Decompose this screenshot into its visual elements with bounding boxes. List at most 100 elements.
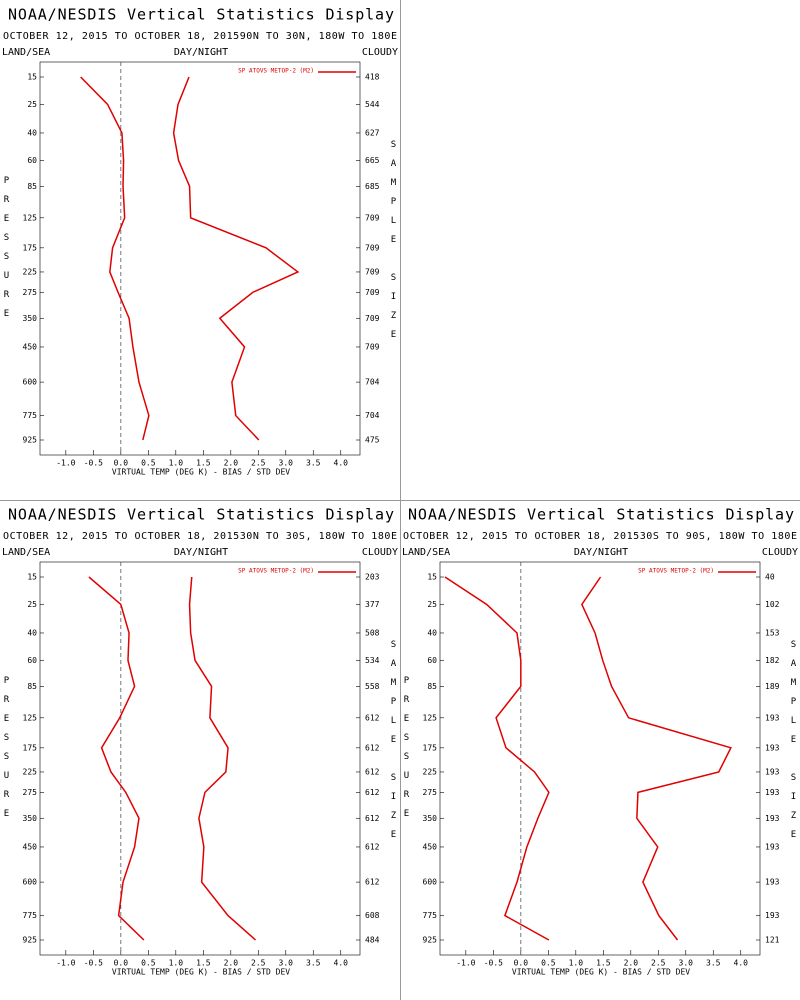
- sample-size-value: 182: [765, 656, 780, 665]
- sample-size-value: 193: [765, 767, 780, 776]
- y-tick-label: 350: [23, 814, 38, 823]
- std-dev-line: [172, 76, 300, 441]
- sample-size-value: 508: [365, 628, 380, 637]
- y-tick-label: 85: [427, 682, 437, 691]
- y-tick-label: 15: [427, 573, 437, 582]
- x-tick-label: 2.0: [224, 959, 239, 968]
- sample-size-value: 612: [365, 814, 380, 823]
- std-dev-line: [188, 576, 257, 941]
- y-tick-label: 600: [23, 378, 38, 387]
- chart-title: NOAA/NESDIS Vertical Statistics Display: [8, 6, 394, 24]
- day-night-label: DAY/NIGHT: [574, 547, 628, 558]
- chart-title: NOAA/NESDIS Vertical Statistics Display: [408, 506, 794, 524]
- y-tick-label: 40: [427, 628, 437, 637]
- sample-size-value: 193: [765, 878, 780, 887]
- y-tick-label: 450: [423, 842, 438, 851]
- y-tick-label: 85: [27, 682, 37, 691]
- y-tick-label: 175: [23, 243, 38, 252]
- sample-size-label: SAMPLE SIZE: [789, 640, 799, 849]
- sample-size-value: 193: [765, 743, 780, 752]
- y-tick-label: 275: [23, 788, 38, 797]
- chart-subtitle: OCTOBER 12, 2015 TO OCTOBER 18, 201590N …: [3, 31, 397, 42]
- x-tick-label: 3.5: [306, 959, 321, 968]
- y-tick-label: 225: [423, 767, 438, 776]
- chart-subtitle: OCTOBER 12, 2015 TO OCTOBER 18, 201530S …: [403, 531, 797, 542]
- panel: NOAA/NESDIS Vertical Statistics Display O…: [2, 506, 399, 977]
- sample-size-value: 193: [765, 842, 780, 851]
- y-tick-label: 225: [23, 267, 38, 276]
- day-night-label: DAY/NIGHT: [174, 547, 228, 558]
- land-sea-label: LAND/SEA: [2, 547, 50, 558]
- y-tick-label: 450: [23, 842, 38, 851]
- sample-size-value: 685: [365, 182, 380, 191]
- sample-size-value: 612: [365, 713, 380, 722]
- x-tick-label: 1.0: [169, 959, 184, 968]
- x-tick-label: 3.0: [279, 459, 294, 468]
- y-tick-label: 775: [23, 911, 38, 920]
- sample-size-value: 665: [365, 156, 380, 165]
- legend-label: SP ATOVS METOP-2 (M2): [638, 568, 714, 575]
- x-tick-label: 4.0: [734, 959, 749, 968]
- x-axis-label: VIRTUAL TEMP (DEG K) - BIAS / STD DEV: [112, 968, 290, 977]
- sample-size-value: 418: [365, 73, 380, 82]
- sample-size-value: 121: [765, 936, 780, 945]
- y-tick-label: 125: [23, 213, 38, 222]
- x-tick-label: 1.0: [169, 459, 184, 468]
- sample-size-value: 534: [365, 656, 380, 665]
- y-tick-label: 600: [23, 878, 38, 887]
- y-tick-label: 350: [23, 314, 38, 323]
- x-tick-label: 4.0: [334, 959, 349, 968]
- cloudy-label: CLOUDY: [362, 47, 398, 58]
- x-tick-label: 3.5: [706, 959, 721, 968]
- y-tick-label: 925: [23, 936, 38, 945]
- sample-size-value: 612: [365, 767, 380, 776]
- sample-size-label: SAMPLE SIZE: [389, 140, 399, 349]
- cloudy-label: CLOUDY: [362, 547, 398, 558]
- plot-frame: [39, 561, 361, 956]
- y-tick-label: 125: [423, 713, 438, 722]
- x-tick-label: 3.0: [279, 959, 294, 968]
- bias-line: [80, 76, 150, 441]
- x-tick-label: 3.5: [306, 459, 321, 468]
- sample-size-value: 709: [365, 213, 380, 222]
- sample-size-label: SAMPLE SIZE: [389, 640, 399, 849]
- panel: NOAA/NESDIS Vertical Statistics Display O…: [402, 506, 799, 977]
- sample-size-value: 484: [365, 936, 380, 945]
- sample-size-value: 709: [365, 342, 380, 351]
- bias-line: [444, 576, 550, 941]
- sample-size-value: 193: [765, 788, 780, 797]
- x-tick-label: 4.0: [334, 459, 349, 468]
- land-sea-label: LAND/SEA: [402, 547, 450, 558]
- sample-size-value: 709: [365, 267, 380, 276]
- y-tick-label: 60: [27, 656, 37, 665]
- sample-size-value: 709: [365, 288, 380, 297]
- sample-size-value: 193: [765, 911, 780, 920]
- x-tick-label: 2.0: [224, 459, 239, 468]
- y-axis-label: PRESSURE: [2, 676, 12, 828]
- sample-size-value: 704: [365, 378, 380, 387]
- std-dev-line: [581, 576, 732, 941]
- y-axis-label: PRESSURE: [2, 176, 12, 328]
- x-tick-label: 0.0: [114, 459, 129, 468]
- y-tick-label: 175: [23, 743, 38, 752]
- chart-title: NOAA/NESDIS Vertical Statistics Display: [8, 506, 394, 524]
- y-tick-label: 600: [423, 878, 438, 887]
- sample-size-value: 102: [765, 600, 780, 609]
- x-tick-label: -0.5: [84, 959, 103, 968]
- y-tick-label: 25: [27, 600, 37, 609]
- x-tick-label: -1.0: [56, 959, 75, 968]
- x-tick-label: -1.0: [456, 959, 475, 968]
- legend-label: SP ATOVS METOP-2 (M2): [238, 68, 314, 75]
- y-tick-label: 775: [423, 911, 438, 920]
- x-tick-label: 0.0: [514, 959, 529, 968]
- x-axis-label: VIRTUAL TEMP (DEG K) - BIAS / STD DEV: [112, 468, 290, 477]
- y-tick-label: 225: [23, 767, 38, 776]
- sample-size-value: 612: [365, 842, 380, 851]
- sample-size-value: 475: [365, 436, 380, 445]
- y-tick-label: 175: [423, 743, 438, 752]
- y-tick-label: 350: [423, 814, 438, 823]
- sample-size-value: 193: [765, 814, 780, 823]
- x-tick-label: 2.5: [251, 959, 266, 968]
- sample-size-value: 193: [765, 713, 780, 722]
